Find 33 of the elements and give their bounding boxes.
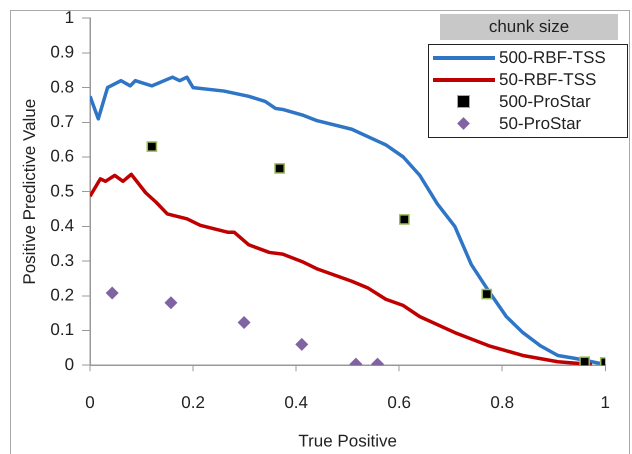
point bbox=[238, 316, 251, 330]
y-tick-label: 0.8 bbox=[50, 77, 74, 96]
y-tick-label: 0.6 bbox=[50, 146, 74, 166]
y-tick-label: 0.1 bbox=[50, 320, 74, 340]
legend-label: 50-ProStar bbox=[499, 114, 582, 134]
point bbox=[481, 288, 492, 300]
y-tick-label: 0 bbox=[64, 354, 74, 374]
x-tick-label: 1 bbox=[600, 393, 610, 412]
y-tick-label: 0.4 bbox=[50, 216, 74, 236]
legend-label: 500-RBF-TSS bbox=[499, 48, 606, 68]
x-tick-label: 0.4 bbox=[284, 393, 308, 412]
x-tick-label: 0 bbox=[85, 393, 95, 412]
y-axis-title: Positive Predictive Value bbox=[20, 98, 39, 285]
y-tick-label: 0.9 bbox=[50, 42, 74, 62]
point bbox=[164, 296, 178, 310]
legend-label: 50-RBF-TSS bbox=[499, 70, 596, 90]
y-tick-label: 0.2 bbox=[50, 285, 74, 304]
y-tick-label: 1 bbox=[64, 8, 74, 27]
x-tick-label: 0.8 bbox=[490, 393, 514, 412]
legend-label: 500-ProStar bbox=[499, 92, 591, 112]
x-axis-title: True Positive bbox=[298, 431, 397, 450]
legend-heading-box: chunk size bbox=[440, 14, 618, 40]
y-tick-label: 0.5 bbox=[50, 181, 74, 200]
point bbox=[398, 214, 410, 225]
y-tick-label: 0.7 bbox=[50, 112, 74, 131]
point bbox=[274, 163, 285, 174]
x-tick-label: 0.2 bbox=[181, 393, 205, 412]
point bbox=[579, 356, 590, 366]
point bbox=[295, 338, 308, 351]
point bbox=[146, 141, 158, 152]
x-tick-label: 0.6 bbox=[387, 393, 411, 412]
point bbox=[106, 286, 119, 300]
y-tick-label: 0.3 bbox=[50, 250, 74, 270]
